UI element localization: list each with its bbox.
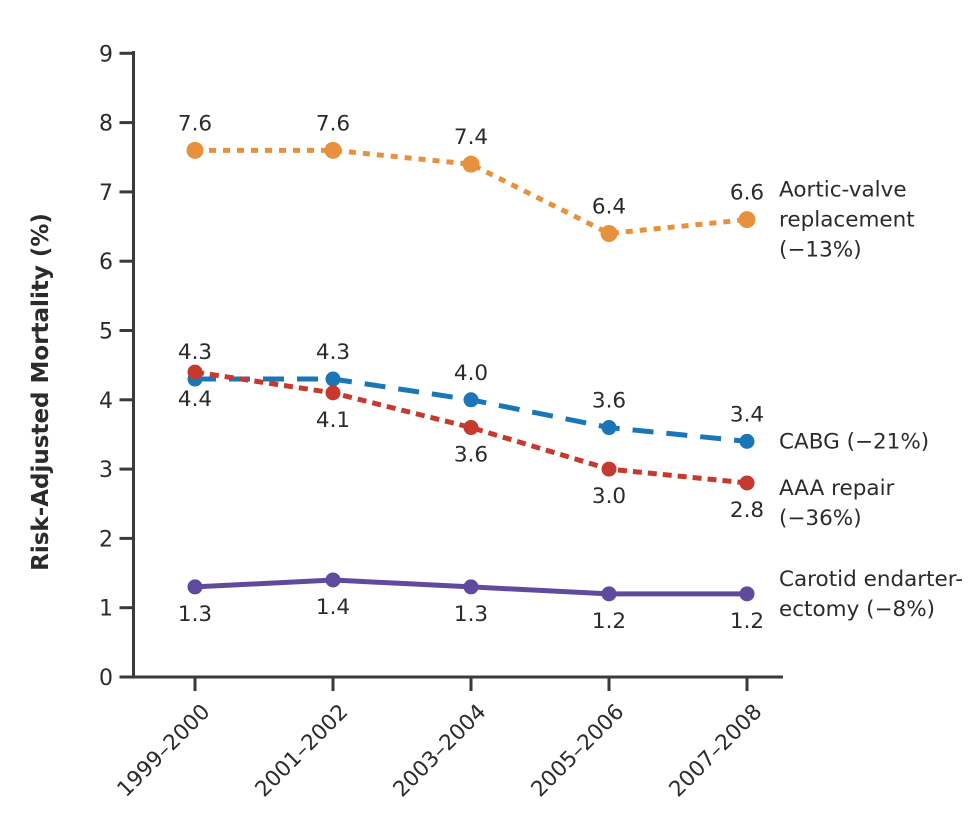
data-point (325, 371, 341, 387)
value-label: 4.0 (454, 361, 488, 386)
legend-label-line: Aortic-valve (779, 178, 907, 203)
value-label: 4.4 (178, 387, 212, 412)
data-point (187, 364, 203, 380)
x-tick-label: 2001–2002 (251, 700, 354, 803)
value-label: 3.0 (592, 484, 626, 509)
legend-label-line: (−36%) (779, 506, 862, 531)
y-axis-title: Risk-Adjusted Mortality (%) (28, 213, 54, 571)
legend-label-line: replacement (779, 208, 915, 233)
value-label: 4.1 (316, 408, 350, 433)
series-carotid-endarterectomy: 1.3 1.4 1.3 1.2 1.2 Carotid endarter-ectomy (… (178, 567, 963, 634)
legend-label: CABG (−21%) (779, 429, 929, 454)
data-point (739, 475, 755, 491)
value-label: 7.6 (316, 111, 350, 136)
legend-label: AAA repair (−36%) (779, 476, 895, 531)
series-line (195, 147, 748, 236)
x-tick-label: 2003–2004 (389, 700, 492, 803)
y-tick-label: 0 (99, 666, 113, 691)
data-point (739, 433, 755, 449)
legend-label-line: AAA repair (779, 476, 895, 501)
value-label: 1.3 (178, 602, 212, 627)
data-point (463, 420, 479, 436)
data-point (324, 141, 342, 159)
series-line (194, 369, 748, 486)
value-label: 4.3 (316, 340, 350, 365)
data-point (186, 141, 204, 159)
data-point (463, 392, 479, 408)
value-label: 3.4 (730, 402, 764, 427)
x-tick-label: 2005–2006 (527, 700, 630, 803)
data-point (739, 586, 755, 602)
value-label: 1.4 (316, 595, 350, 620)
value-label: 3.6 (592, 389, 626, 414)
data-point (738, 211, 756, 229)
x-tick-label: 2007–2008 (665, 700, 768, 803)
series-aortic-valve-replacement: 7.6 7.6 7.4 6.4 6.6 Aortic-valve replacement (−… (178, 111, 915, 262)
legend-label-line: (−13%) (779, 238, 862, 263)
legend-label: Carotid endarter-ectomy (−8%) (779, 567, 963, 622)
value-label: 4.3 (178, 340, 212, 365)
legend-label-line: CABG (−21%) (779, 429, 929, 454)
data-point (463, 579, 479, 595)
value-label: 6.4 (592, 194, 626, 219)
value-label: 7.4 (454, 125, 488, 150)
legend-label-line: Carotid endarter- (779, 567, 963, 592)
value-label: 3.6 (454, 443, 488, 468)
data-point (601, 420, 617, 436)
y-tick-label: 8 (99, 112, 113, 137)
x-tick-label: 1999–2000 (113, 700, 216, 803)
series-aaa-repair: 4.4 4.1 3.6 3.0 2.8 AAA repair (−36%) (178, 364, 895, 531)
series-cabg: 4.3 4.3 4.0 3.6 3.4 CABG (−21%) (178, 340, 929, 454)
y-tick-label: 3 (99, 458, 113, 483)
value-label: 7.6 (178, 111, 212, 136)
y-tick-label: 1 (99, 597, 113, 622)
y-tick-label: 9 (99, 42, 113, 67)
data-point (187, 579, 203, 595)
data-point (462, 155, 480, 173)
y-tick-label: 4 (99, 389, 113, 414)
data-point (325, 572, 341, 588)
value-label: 1.2 (730, 609, 764, 634)
y-tick-label: 5 (99, 320, 113, 345)
y-tick-label: 2 (99, 527, 113, 552)
legend-label: Aortic-valve replacement (−13%) (779, 178, 915, 263)
data-point (601, 461, 617, 477)
legend-label-line: ectomy (−8%) (779, 597, 935, 622)
data-point (600, 224, 618, 242)
y-tick-label: 7 (99, 181, 113, 206)
data-point (325, 385, 341, 401)
value-label: 1.3 (454, 602, 488, 627)
value-label: 2.8 (730, 498, 764, 523)
data-point (601, 586, 617, 602)
value-label: 1.2 (592, 609, 626, 634)
value-label: 6.6 (730, 181, 764, 206)
y-tick-label: 6 (99, 250, 113, 275)
